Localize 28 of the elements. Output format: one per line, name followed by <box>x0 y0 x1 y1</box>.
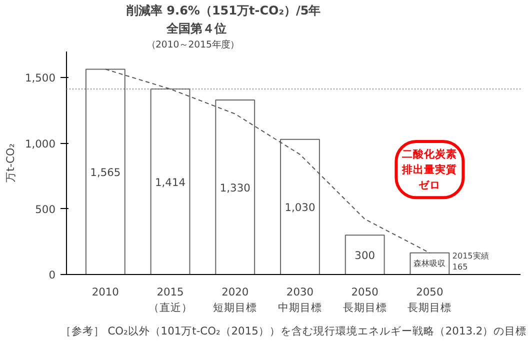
bar <box>280 138 320 274</box>
data-label: 1,565 <box>90 166 121 179</box>
data-label: 1,330 <box>220 181 251 194</box>
x-tick-label: 2020 短期目標 <box>213 286 258 314</box>
x-tick-label: 2030 中期目標 <box>278 286 322 314</box>
annotation: 二酸化炭素排出量実質ゼロ <box>401 147 458 192</box>
x-tick-label: 2050 長期目標 <box>408 286 452 314</box>
data-label: 森林吸収 <box>414 259 446 268</box>
data-label: 1,030 <box>284 200 316 214</box>
text: 削減率 9.6%（151万t-CO₂）/5年 <box>126 4 321 18</box>
text: （2010～2015年度） <box>146 40 239 50</box>
y-tick-label: 500 <box>35 202 56 216</box>
data-label: 300 <box>354 248 376 262</box>
y-axis-title: 万t-CO₂ <box>4 143 17 183</box>
text: 全国第４位 <box>166 22 226 36</box>
bar <box>150 88 190 274</box>
y-tick-label: 1,000 <box>24 137 56 150</box>
bar <box>344 234 385 274</box>
x-tick-label: 2010 <box>92 286 120 298</box>
annotation: 2015実績 165 <box>452 251 489 272</box>
x-tick-label: 2015 （直近） <box>148 286 192 314</box>
bar <box>215 100 256 274</box>
x-tick-label: 2050 長期目標 <box>342 286 387 314</box>
bar <box>85 68 126 274</box>
y-tick-label: 0 <box>48 268 56 282</box>
data-label: 1,414 <box>155 176 186 189</box>
y-tick-label: 1,500 <box>24 72 56 85</box>
text: ［参考］ CO₂以外（101万t-CO₂（2015））を含む現行環境エネルギー戦略（2013.2）の目標 <box>60 324 527 338</box>
